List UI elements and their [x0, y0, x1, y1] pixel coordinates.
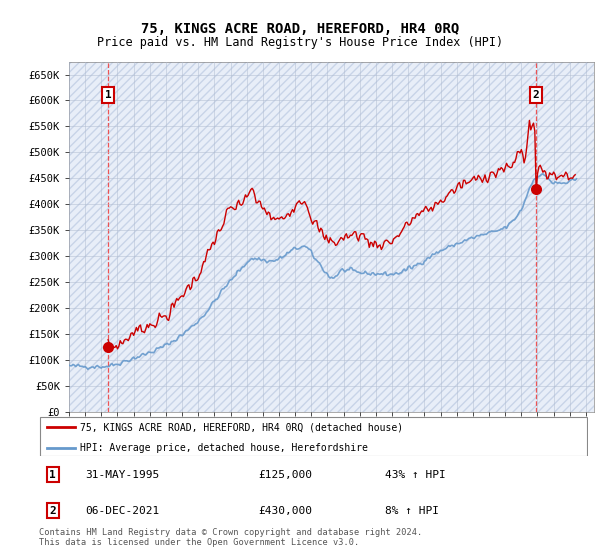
Text: 2: 2	[533, 90, 539, 100]
Text: 06-DEC-2021: 06-DEC-2021	[86, 506, 160, 516]
Text: 75, KINGS ACRE ROAD, HEREFORD, HR4 0RQ (detached house): 75, KINGS ACRE ROAD, HEREFORD, HR4 0RQ (…	[80, 422, 403, 432]
Text: Price paid vs. HM Land Registry's House Price Index (HPI): Price paid vs. HM Land Registry's House …	[97, 36, 503, 49]
Text: 8% ↑ HPI: 8% ↑ HPI	[385, 506, 439, 516]
Text: £430,000: £430,000	[259, 506, 313, 516]
Text: 75, KINGS ACRE ROAD, HEREFORD, HR4 0RQ: 75, KINGS ACRE ROAD, HEREFORD, HR4 0RQ	[141, 22, 459, 36]
Text: Contains HM Land Registry data © Crown copyright and database right 2024.
This d: Contains HM Land Registry data © Crown c…	[39, 528, 422, 547]
Text: 2: 2	[49, 506, 56, 516]
Text: 43% ↑ HPI: 43% ↑ HPI	[385, 470, 446, 480]
Text: 1: 1	[49, 470, 56, 480]
Text: 1: 1	[105, 90, 112, 100]
Text: £125,000: £125,000	[259, 470, 313, 480]
Text: HPI: Average price, detached house, Herefordshire: HPI: Average price, detached house, Here…	[80, 442, 368, 452]
FancyBboxPatch shape	[40, 417, 587, 456]
Text: 31-MAY-1995: 31-MAY-1995	[86, 470, 160, 480]
